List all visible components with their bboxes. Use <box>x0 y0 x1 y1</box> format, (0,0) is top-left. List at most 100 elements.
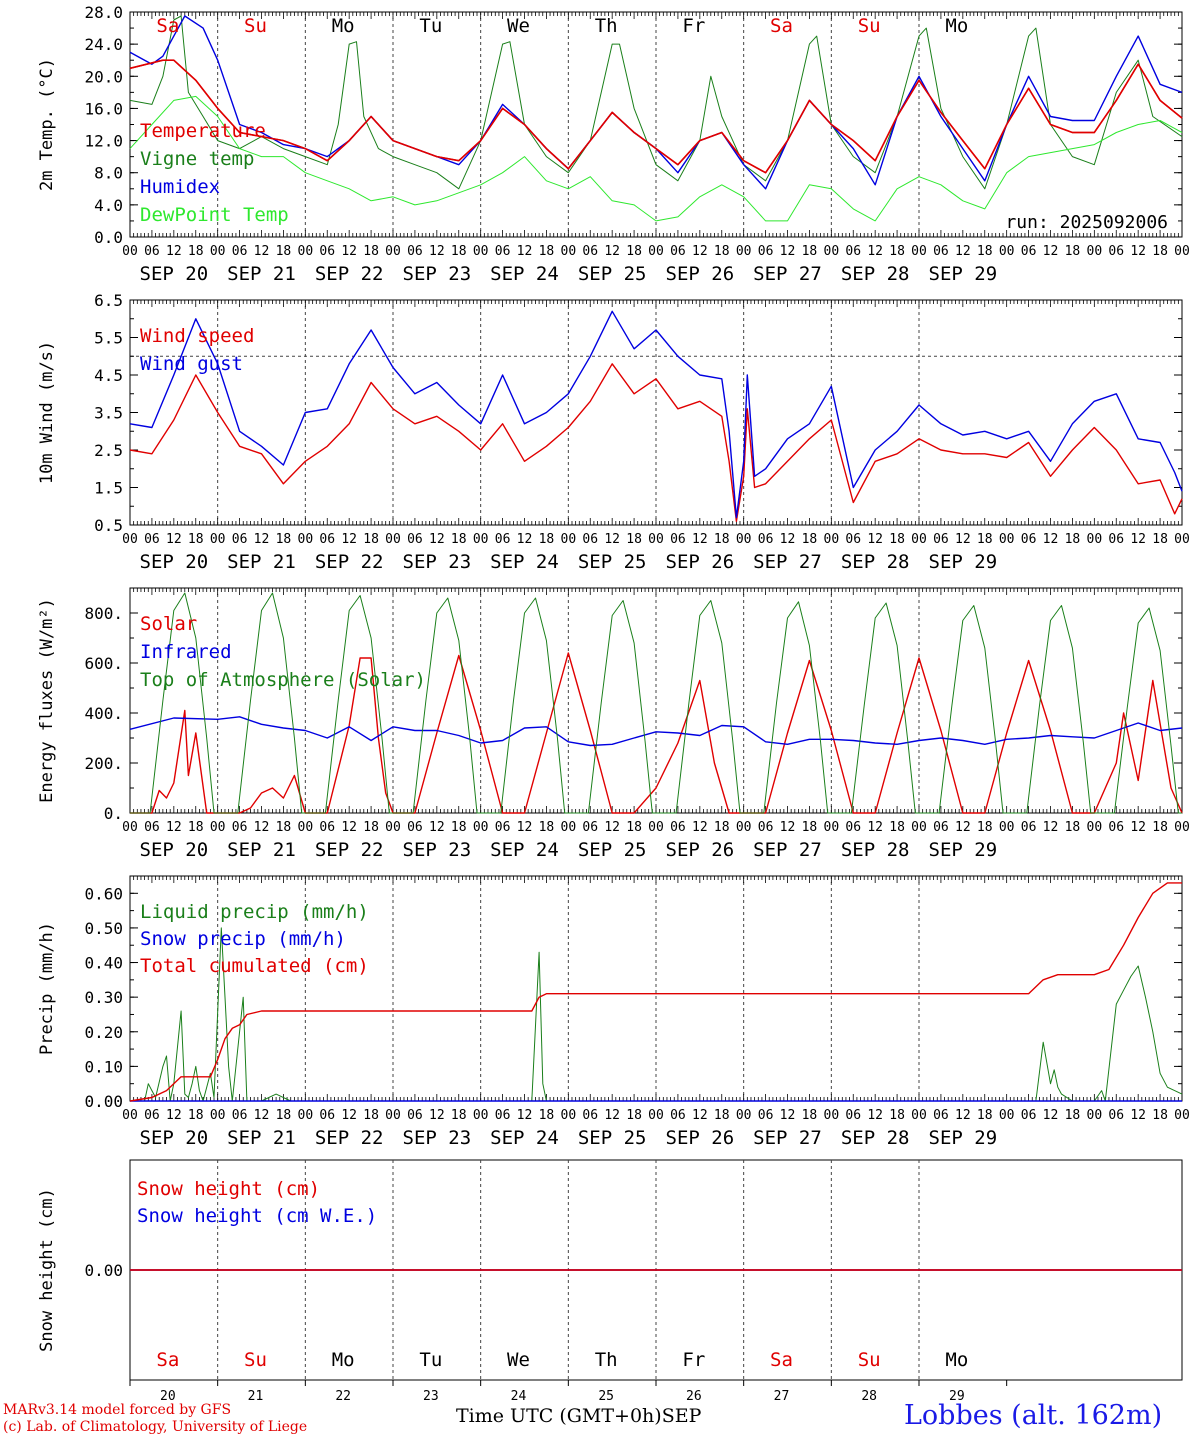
x-axis-month: SEP <box>661 1405 702 1427</box>
x-hour-label: 06 <box>845 820 861 835</box>
x-hour-label: 06 <box>933 820 949 835</box>
x-hour-label: 06 <box>582 820 598 835</box>
x-hour-label: 00 <box>648 1108 664 1123</box>
x-day-number: 28 <box>861 1389 877 1404</box>
x-hour-label: 12 <box>867 244 883 259</box>
x-date-label: SEP 28 <box>841 263 910 285</box>
x-hour-label: 06 <box>1108 1108 1124 1123</box>
x-date-label: SEP 25 <box>578 263 647 285</box>
x-hour-label: 00 <box>999 244 1015 259</box>
x-hour-label: 12 <box>867 820 883 835</box>
x-hour-label: 18 <box>977 532 993 547</box>
y-tick-label: 1.5 <box>94 479 123 498</box>
x-hour-label: 00 <box>298 244 314 259</box>
x-date-label: SEP 23 <box>403 839 472 861</box>
legend-entry: Total cumulated (cm) <box>140 955 369 977</box>
x-hour-label: 12 <box>166 1108 182 1123</box>
panel-temp: 0.0 4.0 8.0 12.0 16.0 20.0 24.0 28.0 2m Temp. (°… <box>37 3 1190 285</box>
x-hour-label: 00 <box>473 532 489 547</box>
x-hour-label: 06 <box>232 820 248 835</box>
x-date-label: SEP 20 <box>140 1127 209 1149</box>
x-hour-label: 06 <box>933 244 949 259</box>
x-hour-label: 12 <box>604 1108 620 1123</box>
x-hour-label: 06 <box>495 532 511 547</box>
x-hour-label: 18 <box>539 1108 555 1123</box>
x-hour-label: 12 <box>1043 244 1059 259</box>
x-hour-label: 18 <box>451 244 467 259</box>
x-hour-label: 12 <box>517 244 533 259</box>
y-tick-label: 4.5 <box>94 366 123 385</box>
x-date-label: SEP 22 <box>315 839 384 861</box>
model-credit-line1: MARv3.14 model forced by GFS <box>3 1402 232 1418</box>
x-hour-label: 00 <box>561 532 577 547</box>
x-hour-label: 06 <box>845 1108 861 1123</box>
day-of-week-label: Su <box>858 15 881 37</box>
x-hour-label: 06 <box>1021 1108 1037 1123</box>
x-hour-label: 06 <box>582 244 598 259</box>
x-hour-label: 18 <box>977 244 993 259</box>
x-hour-label: 12 <box>1130 532 1146 547</box>
x-date-label: SEP 21 <box>227 551 296 573</box>
y-tick-label: 0.20 <box>84 1023 123 1042</box>
y-tick-label: 6.5 <box>94 291 123 310</box>
x-hour-label: 12 <box>341 1108 357 1123</box>
x-hour-label: 12 <box>341 532 357 547</box>
x-hour-label: 06 <box>232 244 248 259</box>
x-hour-label: 18 <box>539 532 555 547</box>
x-hour-label: 12 <box>254 820 270 835</box>
y-axis-title: 10m Wind (m/s) <box>37 341 57 484</box>
x-hour-label: 00 <box>1087 820 1103 835</box>
x-hour-label: 12 <box>604 820 620 835</box>
y-tick-label: 0.00 <box>84 1092 123 1111</box>
x-date-label: SEP 28 <box>841 1127 910 1149</box>
x-hour-label: 00 <box>1174 820 1190 835</box>
panel-frame <box>129 587 1183 814</box>
x-date-label: SEP 27 <box>753 1127 822 1149</box>
legend-entry: Snow precip (mm/h) <box>140 928 346 950</box>
y-tick-label: 0.60 <box>84 884 123 903</box>
x-date-label: SEP 27 <box>753 839 822 861</box>
x-date-label: SEP 21 <box>227 839 296 861</box>
day-of-week-label: Mo <box>945 15 968 37</box>
x-hour-label: 18 <box>1065 532 1081 547</box>
x-hour-label: 06 <box>582 532 598 547</box>
x-day-number: 29 <box>949 1389 965 1404</box>
x-hour-label: 06 <box>933 532 949 547</box>
x-date-label: SEP 25 <box>578 839 647 861</box>
x-hour-label: 00 <box>385 532 401 547</box>
x-day-number: 22 <box>335 1389 351 1404</box>
x-hour-label: 18 <box>977 820 993 835</box>
model-credit-line2: (c) Lab. of Climatology, University of L… <box>3 1419 308 1435</box>
day-of-week-label: Mo <box>332 1349 355 1371</box>
x-date-label: SEP 23 <box>403 1127 472 1149</box>
panel-frame <box>129 299 1183 526</box>
y-tick-label: 0.0 <box>94 228 123 247</box>
x-hour-label: 06 <box>495 1108 511 1123</box>
x-hour-label: 00 <box>824 244 840 259</box>
x-hour-label: 06 <box>232 1108 248 1123</box>
y-axis-title: 2m Temp. (°C) <box>37 58 57 191</box>
day-of-week-label: Sa <box>156 15 179 37</box>
x-hour-label: 06 <box>319 244 335 259</box>
x-hour-label: 00 <box>1174 532 1190 547</box>
x-hour-label: 06 <box>933 1108 949 1123</box>
x-hour-label: 00 <box>1087 1108 1103 1123</box>
x-hour-label: 18 <box>451 820 467 835</box>
x-hour-label: 06 <box>582 1108 598 1123</box>
x-hour-label: 00 <box>999 1108 1015 1123</box>
panel-flux: 0. 200. 400. 600. 800. Energy fluxes (W/m²) So… <box>37 587 1190 861</box>
x-hour-label: 12 <box>692 1108 708 1123</box>
x-date-label: SEP 29 <box>929 839 998 861</box>
x-date-label: SEP 22 <box>315 1127 384 1149</box>
x-hour-label: 18 <box>626 1108 642 1123</box>
x-hour-label: 18 <box>363 244 379 259</box>
x-hour-label: 12 <box>166 820 182 835</box>
x-hour-label: 12 <box>429 1108 445 1123</box>
series-line <box>130 927 1183 1102</box>
x-hour-label: 12 <box>254 244 270 259</box>
day-of-week-label: Su <box>858 1349 881 1371</box>
x-hour-label: 12 <box>254 1108 270 1123</box>
legend-entry: Snow height (cm) <box>137 1178 320 1200</box>
x-hour-label: 00 <box>824 532 840 547</box>
